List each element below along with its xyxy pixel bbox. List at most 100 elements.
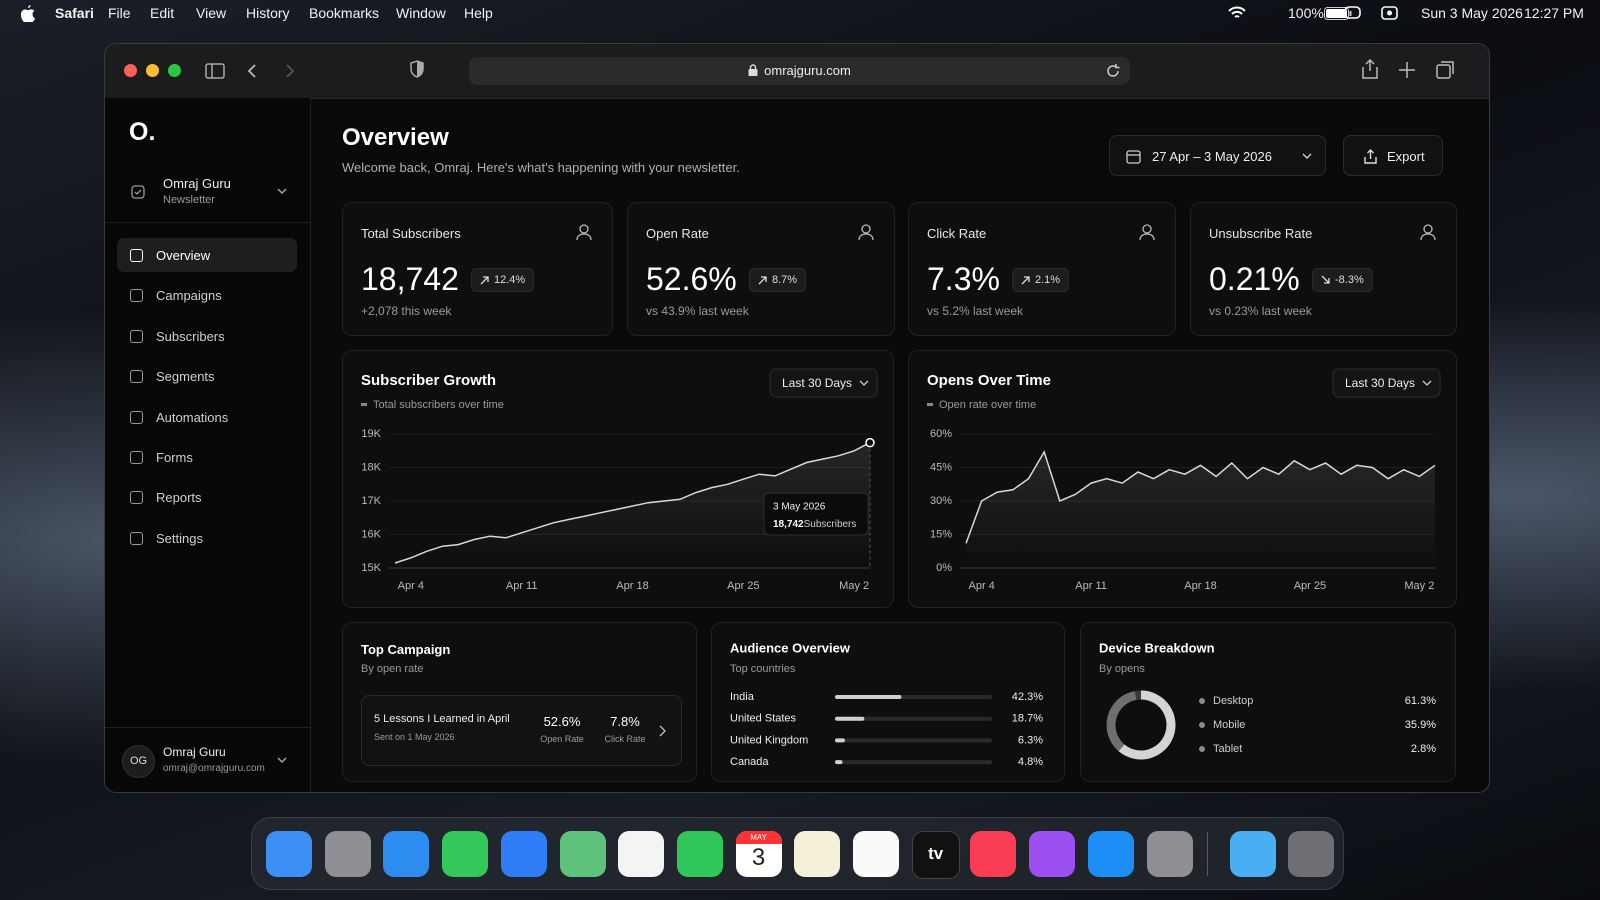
- nav-icon: [130, 531, 143, 545]
- chart-card: Device Breakdown By opens Desktop 61.3% Mobi…: [1080, 622, 1456, 782]
- dock-app[interactable]: [853, 831, 899, 877]
- dock-app[interactable]: [1288, 831, 1335, 877]
- nav-item[interactable]: Overview: [117, 238, 297, 272]
- nav-item[interactable]: Automations: [117, 400, 297, 434]
- sidebar: [105, 98, 311, 792]
- nav-label: Reports: [156, 490, 202, 506]
- country-label: Canada: [730, 756, 769, 768]
- dock-app[interactable]: [266, 831, 312, 877]
- dock-app[interactable]: [970, 831, 1017, 877]
- dock-app[interactable]: MAY 3: [735, 831, 782, 877]
- nav-icon: [130, 249, 143, 262]
- minimize-button[interactable]: [146, 64, 159, 77]
- dock-app[interactable]: [383, 831, 430, 877]
- range-dropdown[interactable]: Last 30 Days: [769, 368, 878, 398]
- nav-item[interactable]: Campaigns: [117, 278, 297, 312]
- legend-swatch: [927, 403, 933, 406]
- close-button[interactable]: [124, 64, 137, 77]
- dock-app[interactable]: [500, 831, 547, 877]
- workspace-name[interactable]: Omraj Guru: [163, 176, 231, 191]
- dock-app[interactable]: [1230, 831, 1276, 877]
- toolbar-right-icons[interactable]: [1359, 58, 1479, 82]
- divider: [105, 222, 310, 223]
- menu-item[interactable]: Edit: [150, 5, 175, 21]
- app-name[interactable]: Safari: [55, 5, 94, 21]
- browser-toolbar: omrajguru.com: [105, 44, 1489, 99]
- address-bar[interactable]: omrajguru.com: [469, 57, 1130, 85]
- chevron[interactable]: [277, 757, 287, 765]
- dock-app[interactable]: [676, 831, 723, 877]
- dock-app[interactable]: [442, 831, 489, 877]
- dock-app[interactable]: [324, 831, 371, 877]
- export-button[interactable]: Export: [1343, 135, 1443, 176]
- time[interactable]: 12:27 PM: [1524, 5, 1584, 21]
- screen-icon[interactable]: [1381, 5, 1399, 21]
- dock-app[interactable]: [1029, 831, 1076, 877]
- dock-app[interactable]: [1087, 831, 1134, 877]
- wifi-icon[interactable]: [1228, 6, 1246, 20]
- menu-item[interactable]: History: [246, 5, 290, 21]
- dock-app[interactable]: [559, 831, 606, 877]
- privacy-icon[interactable]: [410, 60, 424, 80]
- trend-icon: [480, 276, 489, 285]
- stat-note: vs 43.9% last week: [646, 304, 749, 318]
- dock: MAY 3 tv: [251, 817, 1344, 890]
- dock-separator: [1207, 832, 1208, 876]
- dock-app[interactable]: [794, 831, 841, 877]
- dock-app[interactable]: [1146, 831, 1193, 877]
- campaign-row[interactable]: 5 Lessons I Learned in April Sent on 1 Ma…: [361, 695, 682, 766]
- card-title: Device Breakdown: [1099, 640, 1215, 655]
- toolbar-icons[interactable]: [205, 61, 405, 83]
- nav-item[interactable]: Forms: [117, 440, 297, 474]
- battery-percent: 100%: [1288, 5, 1324, 21]
- reload-icon[interactable]: [1106, 64, 1120, 78]
- value-label: 2.8%: [1411, 743, 1436, 755]
- chevron: [659, 725, 666, 737]
- card-subtitle: Top countries: [730, 663, 796, 675]
- menu-item[interactable]: View: [196, 5, 227, 21]
- date-range-button[interactable]: 27 Apr – 3 May 2026: [1109, 135, 1326, 176]
- nav-icon: [130, 289, 143, 303]
- stat-change: 8.7%: [749, 268, 807, 292]
- dock-app[interactable]: tv: [911, 831, 960, 879]
- donut-segment: [1106, 691, 1137, 752]
- tv-label: tv: [928, 844, 944, 863]
- stat-icon: [1139, 224, 1155, 241]
- avatar[interactable]: OG: [122, 745, 155, 778]
- nav-item[interactable]: Subscribers: [117, 319, 297, 353]
- menu-item[interactable]: Bookmarks: [309, 5, 380, 21]
- y-tick-label: 15%: [930, 528, 952, 540]
- chevron[interactable]: [277, 188, 287, 196]
- stat-card: Click Rate 7.3% 2.1% vs 5.2% last week: [908, 202, 1176, 336]
- trend-icon: [758, 276, 767, 285]
- range-dropdown[interactable]: Last 30 Days: [1332, 368, 1441, 398]
- stat-icon: [858, 224, 874, 241]
- url: omrajguru.com: [764, 63, 851, 78]
- zoom-button[interactable]: [168, 64, 181, 77]
- battery-icon[interactable]: [1324, 7, 1352, 20]
- nav-item[interactable]: Reports: [117, 480, 297, 514]
- nav-label: Subscribers: [156, 328, 225, 344]
- nav-item[interactable]: Settings: [117, 521, 297, 555]
- icon-part: [659, 725, 666, 737]
- stat-change-value: 8.7%: [772, 274, 798, 286]
- menu-item[interactable]: Window: [396, 5, 446, 21]
- nav-label: Segments: [156, 369, 215, 385]
- country-label: United States: [730, 713, 797, 725]
- menu-item[interactable]: File: [108, 5, 131, 21]
- x-tick-label: Apr 4: [398, 580, 424, 592]
- nav-icon: [130, 491, 143, 505]
- stat-change: -8.3%: [1312, 268, 1373, 292]
- bar: [835, 760, 843, 765]
- legend-dot: [1199, 722, 1205, 728]
- dock-app[interactable]: [618, 831, 665, 877]
- menu-item[interactable]: Help: [464, 5, 493, 21]
- control-center-icon[interactable]: [1344, 5, 1362, 21]
- apple-logo[interactable]: [20, 5, 35, 22]
- logo[interactable]: O.: [129, 118, 156, 146]
- nav-item[interactable]: Segments: [117, 359, 297, 393]
- campaign-name: 5 Lessons I Learned in April: [374, 713, 510, 725]
- date[interactable]: Sun 3 May 2026: [1421, 5, 1523, 21]
- tooltip-label: Subscribers: [804, 519, 857, 530]
